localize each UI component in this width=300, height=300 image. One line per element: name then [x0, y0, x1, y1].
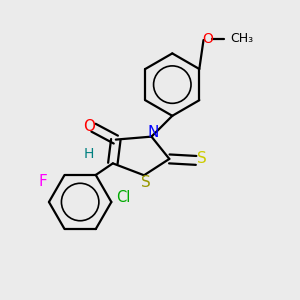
Text: S: S	[197, 152, 207, 166]
Text: O: O	[202, 32, 213, 46]
Text: CH₃: CH₃	[230, 32, 254, 45]
Text: N: N	[147, 125, 159, 140]
Text: S: S	[141, 175, 150, 190]
Text: H: H	[84, 148, 94, 161]
Text: Cl: Cl	[116, 190, 130, 205]
Text: O: O	[83, 119, 95, 134]
Text: F: F	[39, 174, 47, 189]
